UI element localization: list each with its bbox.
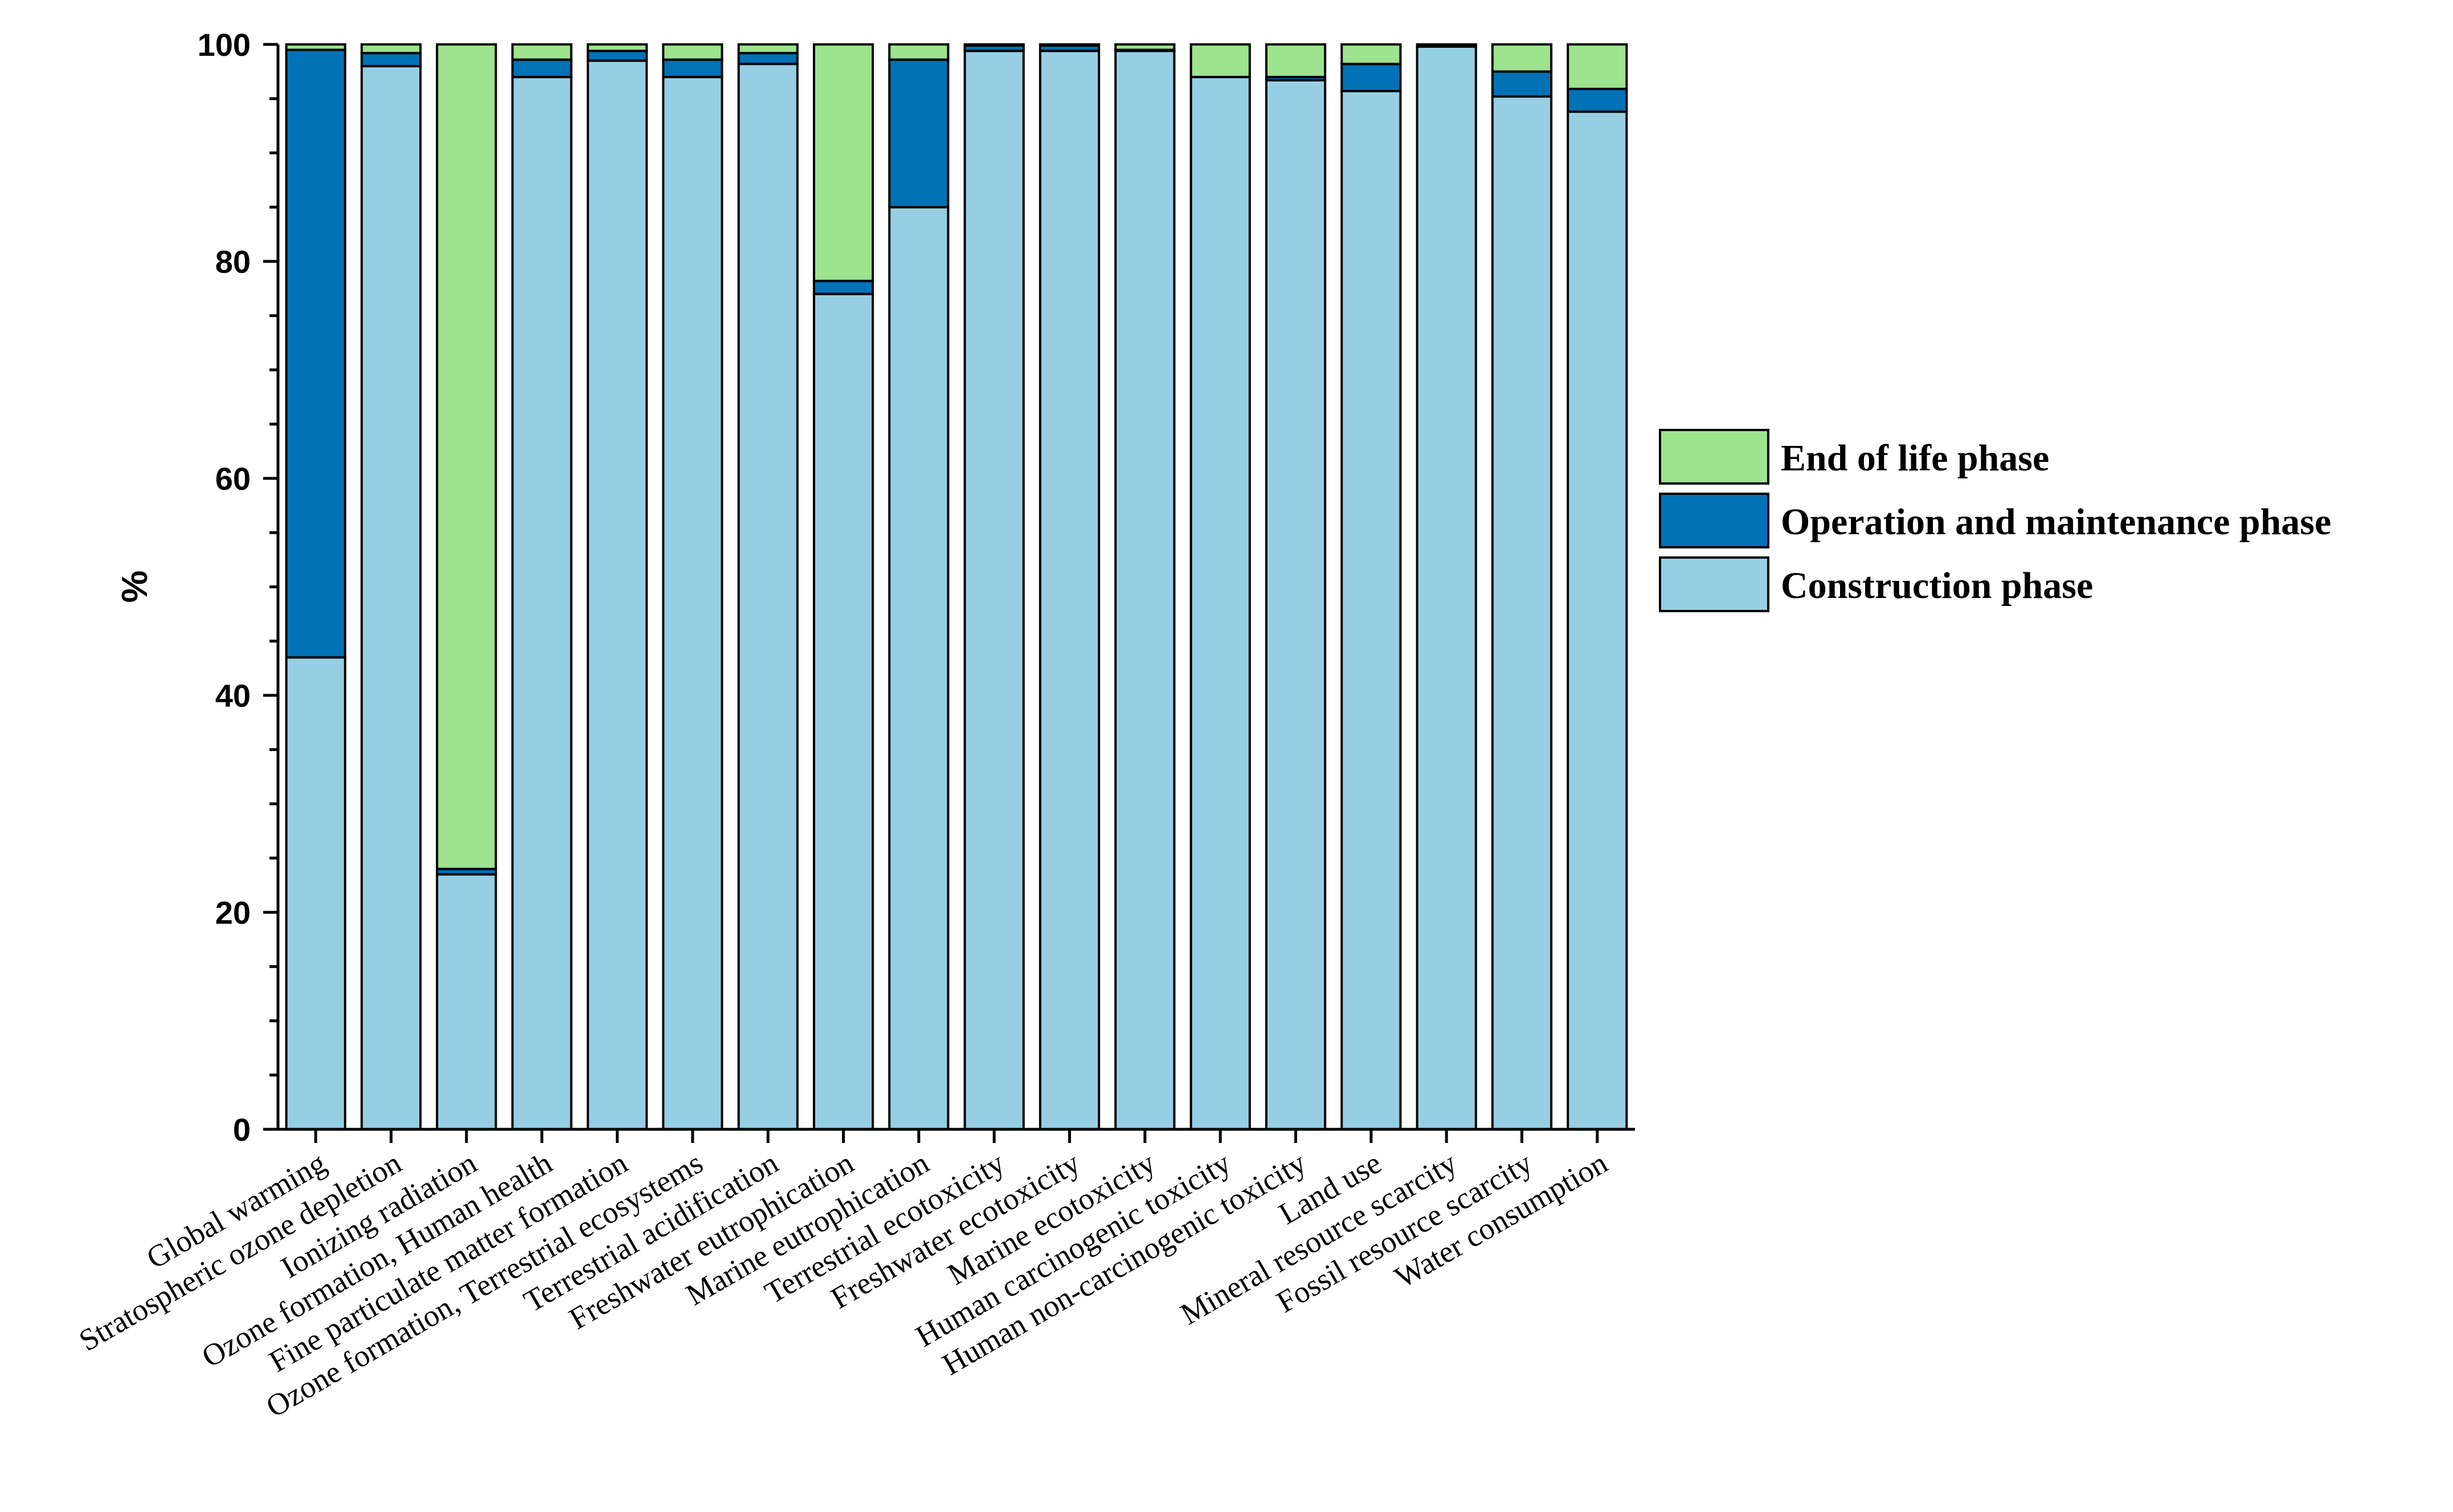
bar-segment-3-14: [1265, 43, 1327, 79]
bar-segment-2-4: [511, 58, 573, 79]
bar-segment-2-2: [360, 52, 422, 68]
bar-segment-3-18: [1567, 43, 1628, 91]
bar-segment-1-1: [285, 656, 346, 1131]
bar-segment-2-5: [586, 50, 648, 62]
bar-segment-3-8: [812, 43, 874, 282]
bar-segment-1-2: [360, 65, 422, 1131]
y-tick-label: 20: [215, 895, 251, 931]
legend-swatch: [1659, 429, 1769, 485]
y-axis-title: %: [114, 571, 155, 603]
bar-segment-1-4: [511, 76, 573, 1131]
plot-area: [285, 43, 1628, 1131]
bar-segment-2-15: [1340, 63, 1402, 92]
bar-segment-1-17: [1491, 95, 1553, 1130]
bar-segment-3-10: [963, 43, 1025, 47]
legend-swatch: [1659, 556, 1769, 612]
bar-segment-1-6: [662, 76, 723, 1131]
bar-segment-3-9: [888, 43, 950, 61]
bar-segment-3-17: [1491, 43, 1553, 73]
bar-segment-3-13: [1189, 43, 1251, 79]
bar-segment-3-1: [285, 43, 346, 51]
bar-segment-1-14: [1265, 79, 1327, 1130]
bar-segment-2-18: [1567, 88, 1628, 113]
bar-segment-3-4: [511, 43, 573, 61]
bar-segment-1-11: [1039, 50, 1101, 1130]
legend-label: Operation and maintenance phase: [1781, 501, 2331, 543]
y-tick-label: 40: [215, 678, 251, 714]
legend-label: End of life phase: [1781, 437, 2049, 479]
legend-label: Construction phase: [1781, 565, 2093, 607]
legend-swatch: [1659, 493, 1769, 548]
bar-segment-3-2: [360, 43, 422, 55]
y-tick-label: 0: [233, 1112, 251, 1148]
bar-segment-3-12: [1114, 43, 1176, 51]
bar-segment-1-12: [1114, 50, 1176, 1130]
bar-segment-3-7: [737, 43, 799, 55]
bar-segment-1-7: [737, 63, 799, 1130]
bar-segment-3-16: [1416, 43, 1477, 47]
bar-segment-2-17: [1491, 70, 1553, 98]
bar-segment-2-7: [737, 52, 799, 65]
bar-segment-1-16: [1416, 45, 1477, 1130]
bar-segment-1-10: [963, 50, 1025, 1130]
bar-segment-1-3: [436, 873, 497, 1131]
bar-segment-1-13: [1189, 76, 1251, 1131]
bar-segment-3-15: [1340, 43, 1402, 65]
bar-segment-3-5: [586, 43, 648, 52]
bar-segment-2-8: [812, 280, 874, 296]
legend: End of life phase Operation and maintenan…: [1659, 429, 2331, 612]
bar-segment-3-3: [436, 43, 497, 870]
bar-segment-1-9: [888, 206, 950, 1131]
bar-segment-3-6: [662, 43, 723, 61]
y-tick-label: 100: [198, 27, 251, 63]
bar-segment-2-9: [888, 58, 950, 208]
bar-segment-1-15: [1340, 89, 1402, 1130]
bar-segment-1-18: [1567, 110, 1628, 1131]
bar-segment-2-6: [662, 58, 723, 79]
y-tick-label: 80: [215, 244, 251, 280]
y-tick-label: 60: [215, 461, 251, 497]
bar-segment-2-1: [285, 48, 346, 659]
bar-segment-1-8: [812, 293, 874, 1130]
bar-segment-3-11: [1039, 43, 1101, 47]
bar-segment-1-5: [586, 59, 648, 1131]
